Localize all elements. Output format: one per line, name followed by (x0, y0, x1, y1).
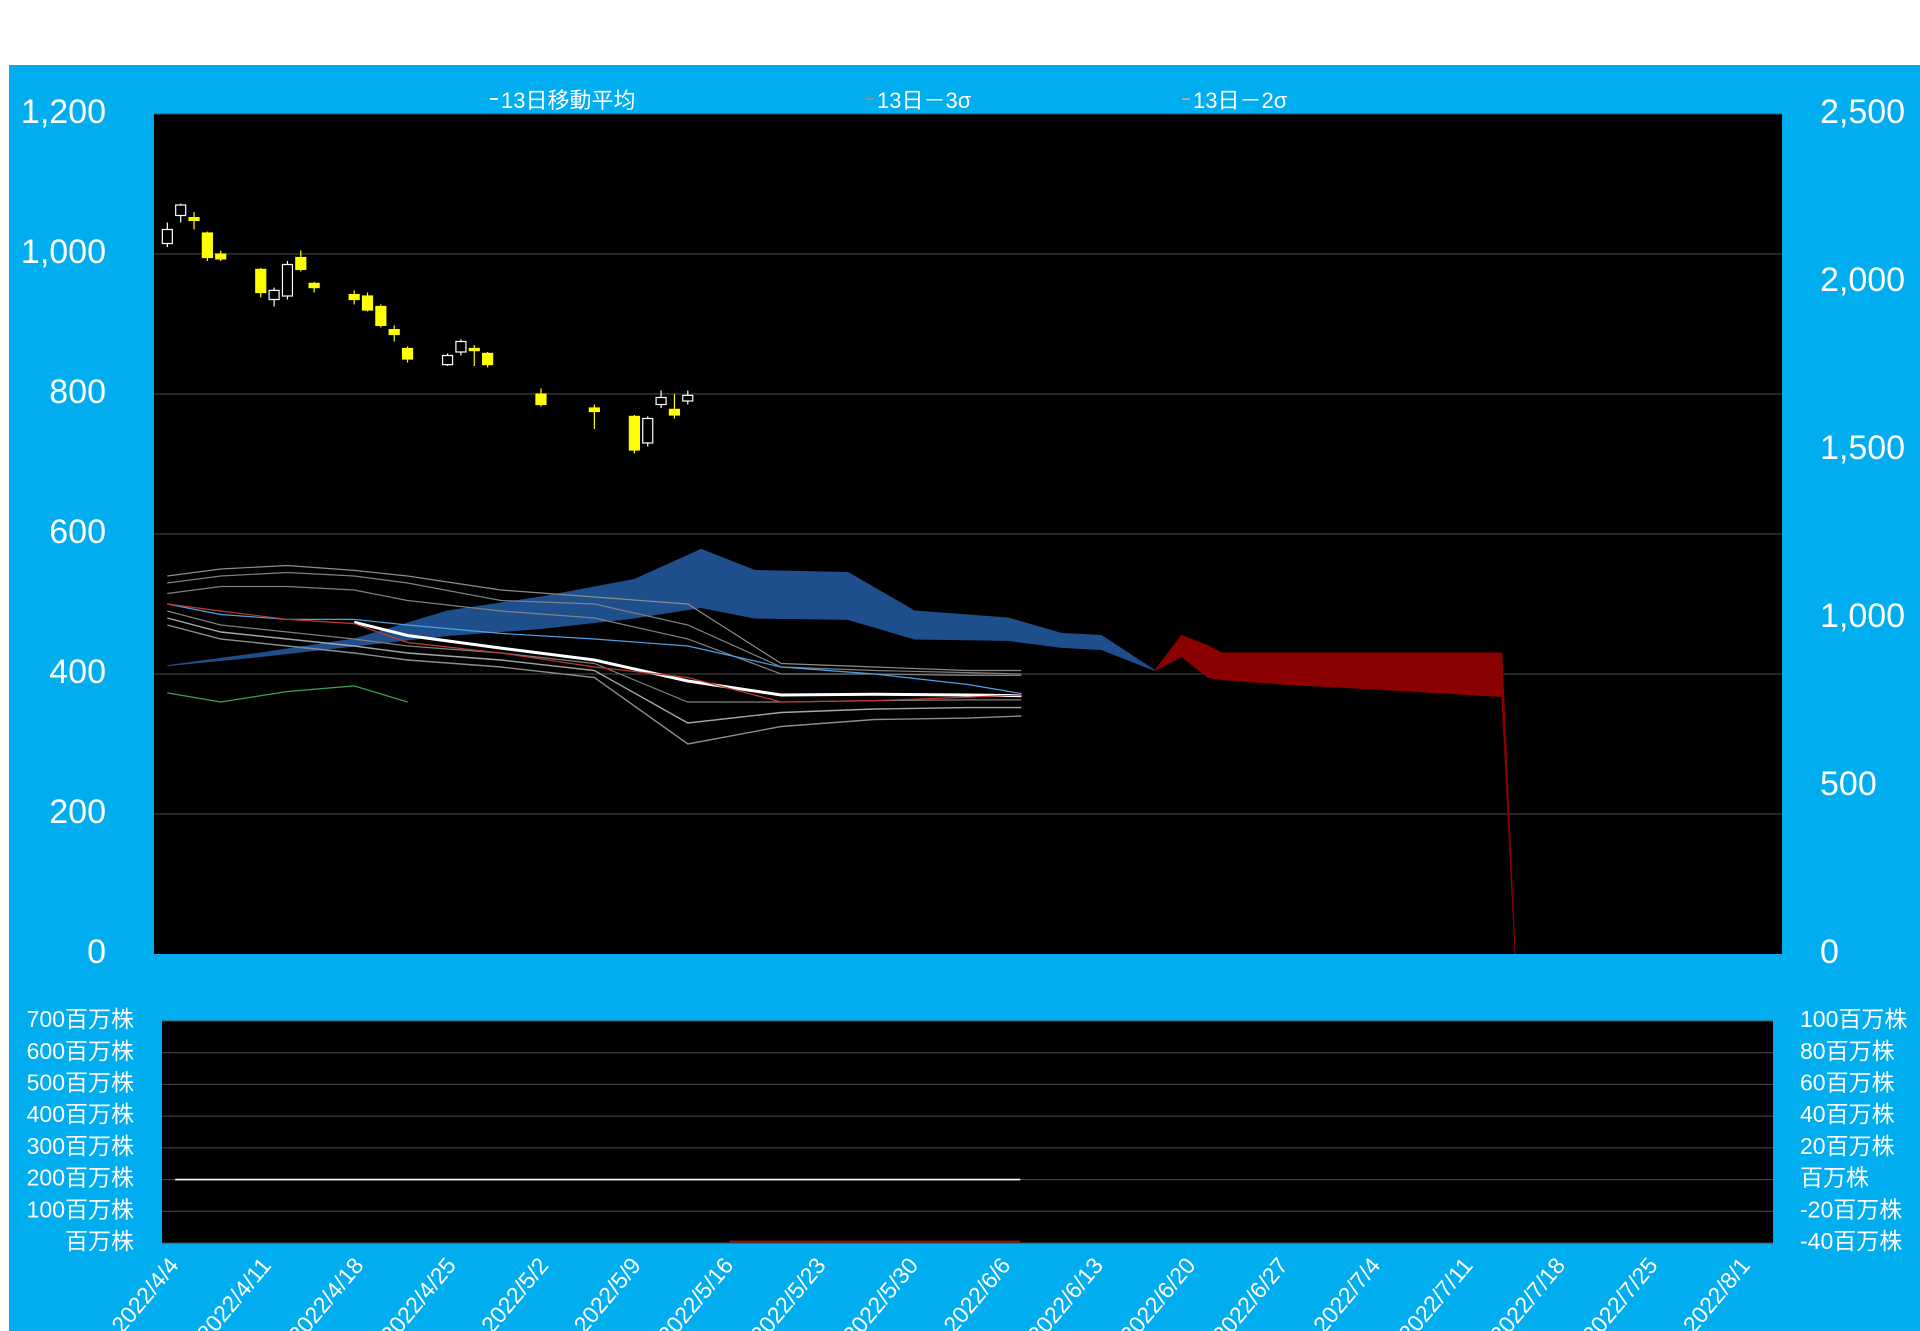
candle-body (482, 352, 494, 366)
candle-body (295, 256, 307, 270)
y-tick-label: 600百万株 (27, 1038, 134, 1064)
top-margin (0, 0, 1920, 65)
candle-body (401, 347, 414, 360)
y-tick-label: 700百万株 (27, 1006, 134, 1032)
candle-body (655, 396, 667, 406)
candle-body (668, 408, 681, 416)
y-tick-label: 400百万株 (27, 1101, 134, 1127)
y-tick-label: 600 (49, 513, 106, 551)
y-tick-label: 1,200 (21, 93, 106, 131)
candle-body (388, 329, 400, 336)
y-tick-label: 100百万株 (27, 1196, 134, 1222)
y-tick-label: 200百万株 (27, 1165, 134, 1191)
candle-body (308, 282, 320, 289)
candle-body (175, 204, 187, 217)
candle-body (161, 228, 173, 245)
candle-body (441, 354, 454, 366)
y2-tick-label: 40百万株 (1800, 1101, 1895, 1127)
candle-body (588, 407, 600, 413)
y-tick-label: 800 (49, 373, 106, 411)
candle-body (268, 289, 280, 301)
indicator-line (167, 603, 1022, 703)
indicator-line (353, 620, 1022, 698)
volume-plot-area (162, 1021, 1773, 1243)
indicator-line (167, 585, 1022, 676)
y-tick-label: 500百万株 (27, 1070, 134, 1096)
candle-body (348, 294, 360, 301)
y-tick-label: 300百万株 (27, 1133, 134, 1159)
y2-tick-label: 0 (1820, 933, 1839, 971)
indicator-line (167, 685, 408, 703)
candle-body (682, 394, 694, 402)
candle-body (361, 295, 374, 311)
y2-tick-label: 100百万株 (1800, 1006, 1907, 1032)
y-tick-label: 200 (49, 793, 106, 831)
y2-tick-label: -40百万株 (1800, 1228, 1902, 1254)
indicator-line (167, 564, 1022, 672)
y2-tick-label: -20百万株 (1800, 1196, 1902, 1222)
candle-body (535, 393, 547, 406)
candle-body (468, 347, 480, 352)
y2-tick-label: 1,000 (1820, 597, 1905, 635)
y-tick-label: 0 (87, 933, 106, 971)
y2-tick-label: 百万株 (1800, 1165, 1869, 1191)
candle-body (628, 415, 640, 451)
y2-tick-label: 80百万株 (1800, 1038, 1895, 1064)
legend-label: 13日－3σ (877, 88, 972, 113)
candle-body (201, 232, 213, 259)
candle-body (455, 340, 467, 353)
legend-label: 13日移動平均 (501, 88, 635, 113)
legend-label: 13日－2σ (1193, 88, 1288, 113)
y2-tick-label: 20百万株 (1800, 1133, 1895, 1159)
indicator-line (167, 617, 1022, 724)
y-tick-label: 400 (49, 653, 106, 691)
indicator-line (167, 624, 1022, 745)
candle-body (375, 305, 387, 326)
y-tick-label: 百万株 (65, 1228, 134, 1254)
y2-tick-label: 2,500 (1820, 93, 1905, 131)
candle-body (281, 263, 294, 297)
candle-body (215, 253, 227, 260)
candle-body (642, 417, 654, 444)
y2-tick-label: 2,000 (1820, 261, 1905, 299)
cloud-band (1154, 634, 1516, 955)
y2-tick-label: 1,500 (1820, 429, 1905, 467)
y2-tick-label: 60百万株 (1800, 1070, 1895, 1096)
candle-body (255, 268, 267, 294)
y2-tick-label: 500 (1820, 765, 1877, 803)
y-tick-label: 1,000 (21, 233, 106, 271)
indicator-line (167, 571, 1022, 675)
candle-body (188, 217, 200, 222)
